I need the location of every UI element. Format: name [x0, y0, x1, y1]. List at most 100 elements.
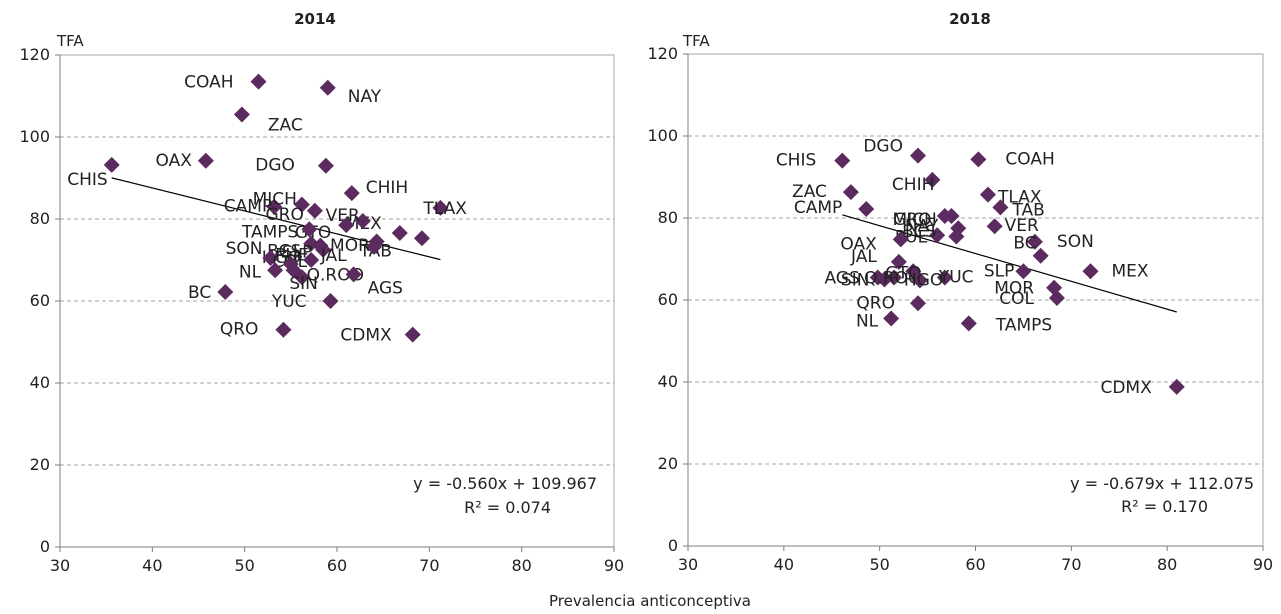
chart-2018-point-mex[interactable] [1082, 263, 1099, 280]
chart-2018-point-tlax[interactable] [979, 186, 996, 203]
chart-2014-point-coah[interactable] [250, 73, 267, 90]
chart-2018-point-bcs[interactable] [929, 227, 946, 244]
chart-2018-point-ver[interactable] [986, 218, 1003, 235]
chart-2014-point-tab[interactable] [413, 230, 430, 247]
chart-2018-point-yuc[interactable] [936, 269, 953, 286]
chart-2014-y-tick-label: 20 [30, 455, 50, 474]
chart-2014-point-tamps[interactable] [301, 221, 318, 238]
chart-2014-point-mex[interactable] [391, 224, 408, 241]
chart-2014-point-label-son: SON [226, 239, 263, 259]
chart-2014-point-ags[interactable] [345, 266, 362, 283]
chart-2014-x-tick-label: 80 [511, 556, 531, 575]
chart-2018-point-slp[interactable] [1015, 263, 1032, 280]
chart-2014-point-cdmx[interactable] [404, 326, 421, 343]
chart-2018-point-col[interactable] [1048, 289, 1065, 306]
chart-2018-point-label-tlax: TLAX [997, 188, 1042, 208]
chart-2014-point-chis[interactable] [103, 156, 120, 173]
chart-2018-point-oax[interactable] [892, 231, 909, 248]
chart-2018-point-cdmx[interactable] [1168, 378, 1185, 395]
chart-2018-point-chis[interactable] [834, 152, 851, 169]
chart-2018-x-tick-label: 90 [1253, 555, 1273, 574]
chart-2018-y-tick-label: 40 [658, 372, 678, 391]
chart-2014-point-son[interactable] [262, 249, 279, 266]
chart-2014-x-tick-label: 90 [604, 556, 624, 575]
chart-2014-point-qro[interactable] [275, 321, 292, 338]
chart-2018-x-tick-label: 50 [869, 555, 889, 574]
chart-2014-point-label-ver: VER [326, 206, 360, 226]
chart-2014-point-nay[interactable] [319, 79, 336, 96]
chart-2018-point-label-nay: NAY [905, 216, 939, 236]
chart-2014-point-label-chih: CHIH [366, 178, 408, 198]
chart-2014-point-gto[interactable] [338, 217, 355, 234]
chart-2014-point-label-mich: MICH [253, 190, 297, 210]
chart-2018-point-label-bc: BC [1013, 234, 1036, 254]
chart-2018-y-tick-label: 120 [647, 44, 678, 63]
chart-2014-x-tick-label: 40 [142, 556, 162, 575]
chart-2018-y-tick-label: 20 [658, 454, 678, 473]
chart-2018-point-tab[interactable] [992, 199, 1009, 216]
chart-2018: 30 40 50 60 70 80 90 0 20 40 60 80 100 120 2018 TFA CHIS… [647, 10, 1273, 574]
chart-2014-point-dgo[interactable] [317, 157, 334, 174]
chart-2018-point-zac[interactable] [842, 184, 859, 201]
chart-2014-point-nl[interactable] [267, 262, 284, 279]
chart-2014-point-label-q-roo: Q.ROO [307, 265, 364, 285]
chart-2018-point-label-qro: QRO [856, 293, 895, 313]
chart-2014-point-gro[interactable] [306, 202, 323, 219]
chart-2014-x-tick-label: 70 [419, 556, 439, 575]
chart-2014-point-zac[interactable] [233, 106, 250, 123]
chart-2018-point-label-ags: AGS [824, 268, 859, 288]
chart-2014-point-bc[interactable] [217, 283, 234, 300]
chart-2018-trend-equation: y = -0.679x + 112.075 [1070, 474, 1254, 493]
chart-2018-point-label-oax: OAX [840, 234, 877, 254]
chart-2018-x-tick-label: 30 [678, 555, 698, 574]
chart-2018-point-camp[interactable] [858, 200, 875, 217]
chart-2018-point-q-roo[interactable] [886, 269, 903, 286]
chart-2014-point-camp[interactable] [266, 198, 283, 215]
chart-2014-y-tick-label: 40 [30, 373, 50, 392]
chart-2014-point-hgo[interactable] [315, 241, 332, 258]
chart-2018-point-label-coah: COAH [1005, 149, 1054, 169]
chart-2018-point-label-gto: GTO [885, 263, 921, 283]
chart-2014-y-tick-label: 0 [40, 537, 50, 556]
chart-2018-point-label-gro: GRO [893, 210, 931, 230]
chart-2014-point-label-gro: GRO [265, 205, 303, 225]
chart-2014-point-sin[interactable] [293, 269, 310, 286]
chart-2014-x-tick-label: 30 [50, 556, 70, 575]
chart-2014-point-yuc[interactable] [322, 293, 339, 309]
chart-2014-point-col[interactable] [303, 252, 320, 268]
chart-2018-point-son[interactable] [1026, 233, 1043, 250]
chart-2018-point-coah[interactable] [970, 151, 987, 168]
chart-2014-point-mich[interactable] [293, 196, 310, 213]
chart-2018-point-label-dgo: DGO [863, 137, 903, 157]
chart-2014-point-mor[interactable] [365, 238, 382, 255]
chart-2018-point-nl[interactable] [883, 310, 900, 327]
chart-2014-point-chih[interactable] [343, 185, 360, 202]
chart-2018-x-tick-label: 70 [1061, 555, 1081, 574]
chart-2018-point-pue[interactable] [948, 228, 965, 245]
chart-2014-point-oax[interactable] [197, 152, 214, 169]
chart-2014-point-label-mor: MOR [330, 236, 370, 256]
chart-2018-point-chih[interactable] [924, 171, 941, 188]
chart-2018-point-gro[interactable] [943, 207, 960, 224]
chart-2018-point-label-cdmx: CDMX [1100, 378, 1152, 398]
chart-2018-point-label-slp: SLP [984, 261, 1015, 281]
chart-2018-point-dgo[interactable] [910, 147, 926, 164]
chart-2018-point-label-sin: SIN [841, 271, 870, 291]
chart-2014-point-tlax[interactable] [432, 199, 449, 216]
shared-x-axis-label: Prevalencia anticonceptiva [549, 592, 751, 609]
chart-2018-point-bc[interactable] [1032, 247, 1049, 264]
chart-2018-point-hgo[interactable] [911, 272, 928, 289]
chart-2014-point-label-zac: ZAC [268, 115, 303, 135]
chart-2014-point-ver[interactable] [354, 213, 371, 230]
chart-2018-point-label-chis: CHIS [776, 151, 816, 171]
chart-2018-y-tick-label: 100 [647, 126, 678, 145]
chart-2018-x-tick-label: 40 [774, 555, 794, 574]
chart-2018-point-label-col: COL [999, 289, 1034, 309]
chart-2018-point-tamps[interactable] [960, 315, 977, 332]
chart-2018-point-label-mex: MEX [1112, 261, 1149, 281]
chart-2018-trendline [842, 214, 1177, 313]
chart-2014-point-label-tlax: TLAX [422, 199, 467, 219]
chart-2018-point-qro[interactable] [910, 295, 926, 312]
chart-2014-point-label-coah: COAH [184, 73, 233, 93]
chart-2018-point-jal[interactable] [890, 253, 907, 270]
